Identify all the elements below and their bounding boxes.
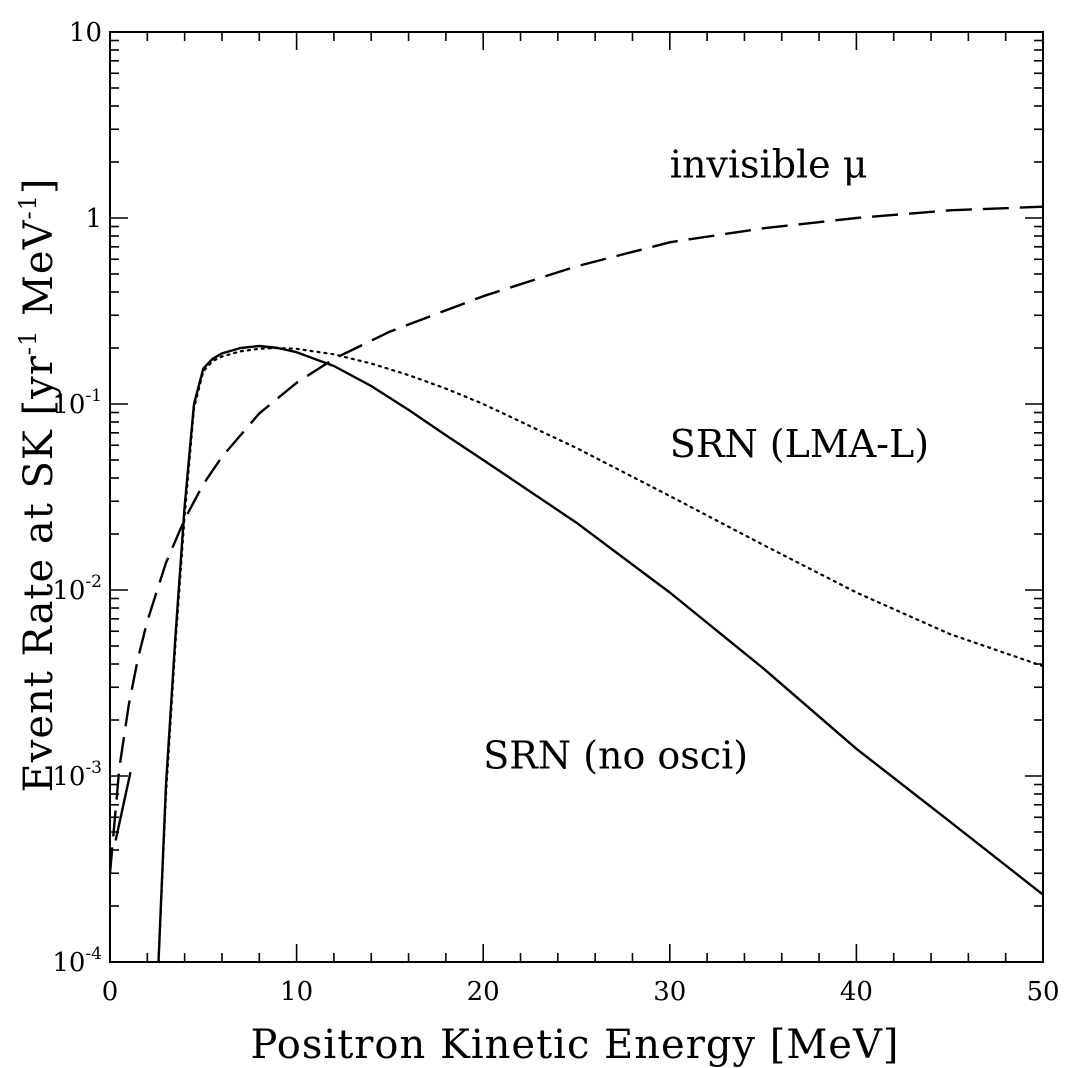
series-line-solid-3 — [114, 771, 132, 841]
y-tick-label: 10 — [69, 18, 102, 48]
annotation-0: invisible μ — [670, 143, 868, 187]
x-tick-label: 30 — [653, 977, 686, 1007]
x-axis-label: Positron Kinetic Energy [MeV] — [251, 1022, 900, 1068]
annotation-1: SRN (LMA-L) — [670, 422, 929, 466]
series-line-dotted-1 — [157, 346, 1045, 964]
axis-ticks — [109, 31, 1044, 963]
x-tick-label: 20 — [467, 977, 500, 1007]
series-line-dashed-2 — [108, 205, 1044, 874]
y-tick-label: 10-4 — [52, 944, 102, 978]
y-tick-label: 10-1 — [52, 386, 102, 420]
plot-frame — [109, 31, 1044, 963]
annotations: invisible μ SRN (LMA-L) SRN (no osci) — [483, 143, 929, 778]
x-tick-label: 0 — [102, 977, 119, 1007]
y-tick-label: 10-3 — [52, 758, 102, 792]
y-tick-label: 10-2 — [52, 572, 102, 606]
annotation-2: SRN (no osci) — [483, 733, 748, 777]
y-axis-label: Event Rate at SK [yr-1 MeV-1] — [14, 178, 62, 793]
y-tick-label: 1 — [85, 204, 102, 234]
plot-curves — [108, 205, 1045, 964]
x-tick-label: 40 — [840, 977, 873, 1007]
tick-labels: 0 10 20 30 40 50 10-4 10-3 10-2 10-1 1 10 — [52, 18, 1059, 1007]
x-tick-label: 10 — [280, 977, 313, 1007]
x-tick-label: 50 — [1026, 977, 1059, 1007]
